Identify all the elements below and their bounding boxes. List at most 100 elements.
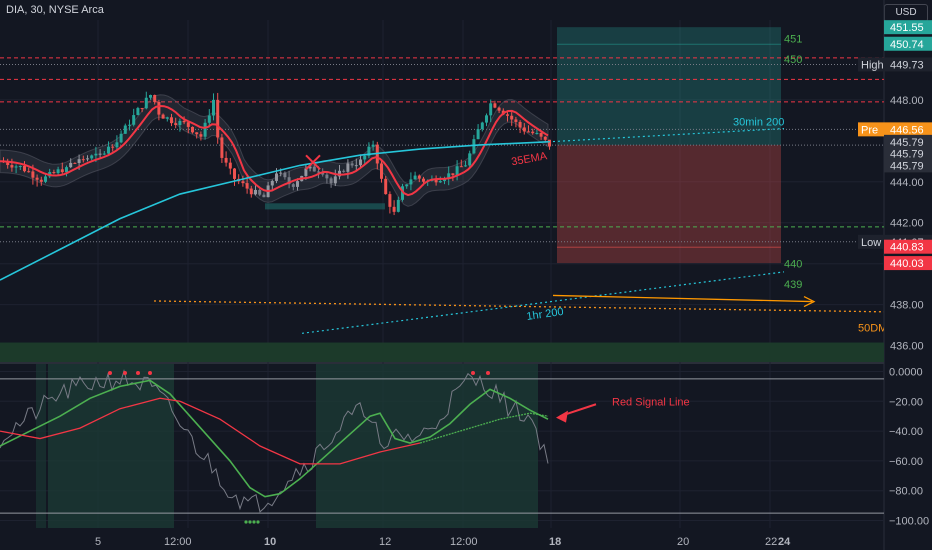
candle[interactable] bbox=[111, 146, 115, 148]
candle[interactable] bbox=[485, 115, 488, 123]
candle[interactable] bbox=[144, 97, 148, 109]
candle[interactable] bbox=[39, 179, 43, 182]
candle[interactable] bbox=[203, 122, 207, 137]
candle[interactable] bbox=[325, 174, 329, 179]
candle[interactable] bbox=[535, 132, 539, 134]
candle[interactable] bbox=[493, 103, 497, 108]
candle[interactable] bbox=[178, 120, 182, 126]
candle[interactable] bbox=[199, 134, 203, 137]
candle[interactable] bbox=[438, 180, 442, 183]
candle[interactable] bbox=[409, 179, 413, 185]
candle[interactable] bbox=[216, 99, 220, 138]
candle[interactable] bbox=[413, 175, 417, 180]
candle[interactable] bbox=[65, 167, 68, 173]
candle[interactable] bbox=[308, 166, 312, 169]
candle[interactable] bbox=[245, 183, 249, 189]
candle[interactable] bbox=[291, 184, 295, 187]
candle[interactable] bbox=[27, 171, 31, 173]
candle[interactable] bbox=[249, 188, 253, 195]
candle[interactable] bbox=[212, 99, 215, 116]
candle[interactable] bbox=[14, 166, 18, 168]
candle[interactable] bbox=[228, 162, 232, 169]
candle[interactable] bbox=[44, 176, 47, 182]
candle[interactable] bbox=[56, 169, 60, 174]
candle[interactable] bbox=[447, 173, 451, 179]
candle[interactable] bbox=[69, 162, 73, 168]
candle[interactable] bbox=[514, 119, 518, 122]
candle[interactable] bbox=[275, 173, 278, 181]
candle[interactable] bbox=[321, 172, 325, 175]
candle[interactable] bbox=[23, 165, 26, 172]
trend-arrow[interactable] bbox=[552, 294, 813, 303]
candle[interactable] bbox=[119, 133, 123, 143]
candle[interactable] bbox=[31, 171, 35, 178]
candle[interactable] bbox=[6, 161, 10, 166]
candle[interactable] bbox=[182, 120, 186, 123]
candle[interactable] bbox=[476, 129, 480, 140]
candle[interactable] bbox=[186, 122, 190, 127]
candle[interactable] bbox=[384, 178, 388, 195]
candle[interactable] bbox=[102, 153, 106, 155]
candle[interactable] bbox=[380, 163, 383, 179]
candle[interactable] bbox=[531, 131, 535, 134]
candle[interactable] bbox=[283, 172, 287, 178]
candle[interactable] bbox=[543, 136, 547, 140]
candle[interactable] bbox=[312, 166, 316, 172]
candle[interactable] bbox=[371, 144, 375, 147]
candle[interactable] bbox=[359, 159, 362, 166]
candle[interactable] bbox=[60, 169, 64, 173]
candle[interactable] bbox=[73, 162, 77, 164]
candle[interactable] bbox=[304, 168, 308, 176]
candle[interactable] bbox=[489, 103, 493, 116]
signal-line-red[interactable] bbox=[179, 400, 421, 465]
candle[interactable] bbox=[161, 114, 165, 119]
candle[interactable] bbox=[157, 101, 161, 115]
candle[interactable] bbox=[35, 177, 39, 180]
candle[interactable] bbox=[77, 159, 81, 163]
indicator-pane[interactable]: Red Signal Line bbox=[0, 364, 884, 528]
candle[interactable] bbox=[548, 139, 551, 147]
candle[interactable] bbox=[346, 163, 350, 172]
candle[interactable] bbox=[174, 123, 178, 126]
indicator-main-line[interactable] bbox=[0, 379, 549, 498]
candle[interactable] bbox=[443, 178, 446, 181]
candle[interactable] bbox=[522, 127, 526, 132]
candle[interactable] bbox=[220, 137, 224, 158]
candle[interactable] bbox=[136, 108, 140, 116]
ema-35-line[interactable] bbox=[0, 104, 549, 197]
candle[interactable] bbox=[170, 117, 173, 124]
candle[interactable] bbox=[52, 172, 56, 174]
candle[interactable] bbox=[350, 163, 354, 166]
candle[interactable] bbox=[396, 199, 400, 212]
candle[interactable] bbox=[98, 153, 102, 155]
profit-zone[interactable] bbox=[557, 27, 781, 145]
candle[interactable] bbox=[279, 172, 283, 174]
candle[interactable] bbox=[262, 194, 266, 198]
candle[interactable] bbox=[153, 94, 157, 102]
candle[interactable] bbox=[392, 206, 396, 212]
candle[interactable] bbox=[472, 139, 476, 154]
candle[interactable] bbox=[405, 184, 409, 187]
candle[interactable] bbox=[107, 146, 110, 154]
pane-divider[interactable] bbox=[0, 362, 884, 364]
candle[interactable] bbox=[518, 121, 522, 128]
candle[interactable] bbox=[241, 181, 245, 184]
candle[interactable] bbox=[317, 171, 320, 173]
candle[interactable] bbox=[363, 155, 367, 160]
price-pane[interactable]: 30min 200 35EMA 1hr 200 50DMA 451 450 440 439 bbox=[0, 33, 895, 364]
candle[interactable] bbox=[417, 175, 421, 179]
candle[interactable] bbox=[123, 125, 127, 134]
candle[interactable] bbox=[254, 189, 257, 195]
candle[interactable] bbox=[388, 194, 392, 207]
candle[interactable] bbox=[270, 180, 274, 186]
candle[interactable] bbox=[224, 157, 228, 163]
candle[interactable] bbox=[506, 114, 509, 116]
candle[interactable] bbox=[115, 142, 119, 148]
candle[interactable] bbox=[333, 176, 337, 184]
candle[interactable] bbox=[401, 186, 404, 200]
candle[interactable] bbox=[287, 177, 291, 185]
candle[interactable] bbox=[459, 166, 463, 168]
candle[interactable] bbox=[10, 165, 14, 168]
candle[interactable] bbox=[90, 155, 94, 159]
